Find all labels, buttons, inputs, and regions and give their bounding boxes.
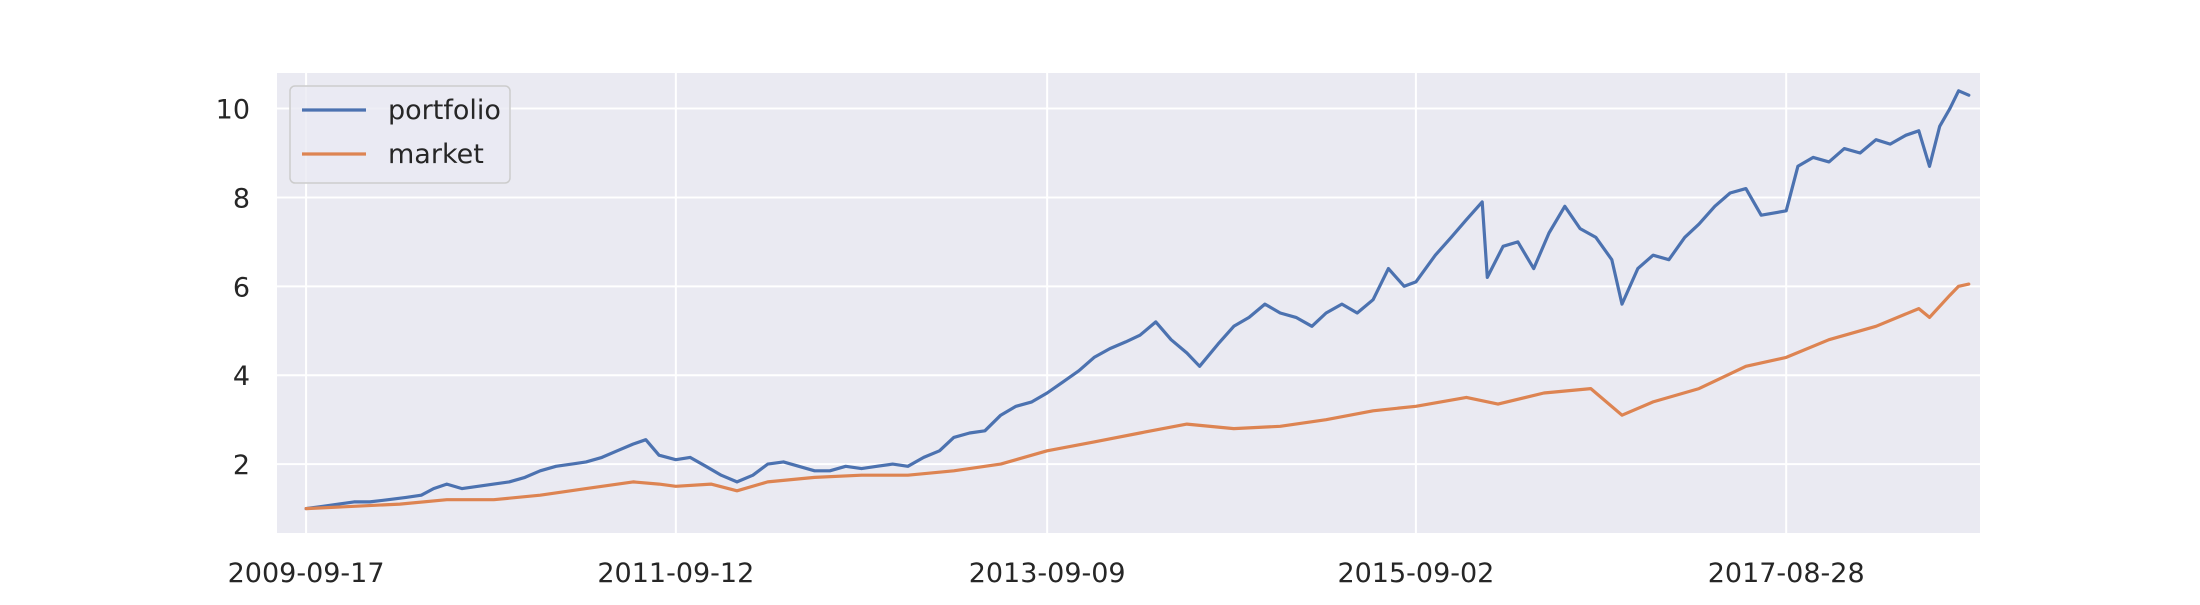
y-tick-label: 10 (216, 95, 250, 126)
y-tick-label: 6 (233, 272, 250, 303)
x-tick-label: 2011-09-12 (597, 558, 754, 589)
plot-background (277, 73, 1980, 533)
x-tick-label: 2013-09-09 (969, 558, 1126, 589)
series-line-market (304, 282, 1971, 511)
series-lines (304, 89, 1971, 511)
legend-label-market: market (388, 139, 484, 170)
x-tick-label: 2009-09-17 (228, 558, 385, 589)
legend: portfolio market (289, 85, 511, 184)
grid-lines (277, 73, 1980, 533)
x-tick-label: 2015-09-02 (1337, 558, 1494, 589)
series-line-portfolio (304, 89, 1971, 511)
legend-label-portfolio: portfolio (388, 95, 501, 126)
y-tick-label: 2 (233, 450, 250, 481)
tick-labels: 2009-09-17 2011-09-12 2013-09-09 2015-09-02… (216, 95, 1865, 589)
x-tick-label: 2017-08-28 (1708, 558, 1865, 589)
y-tick-label: 8 (233, 183, 250, 214)
y-tick-label: 4 (233, 361, 250, 392)
